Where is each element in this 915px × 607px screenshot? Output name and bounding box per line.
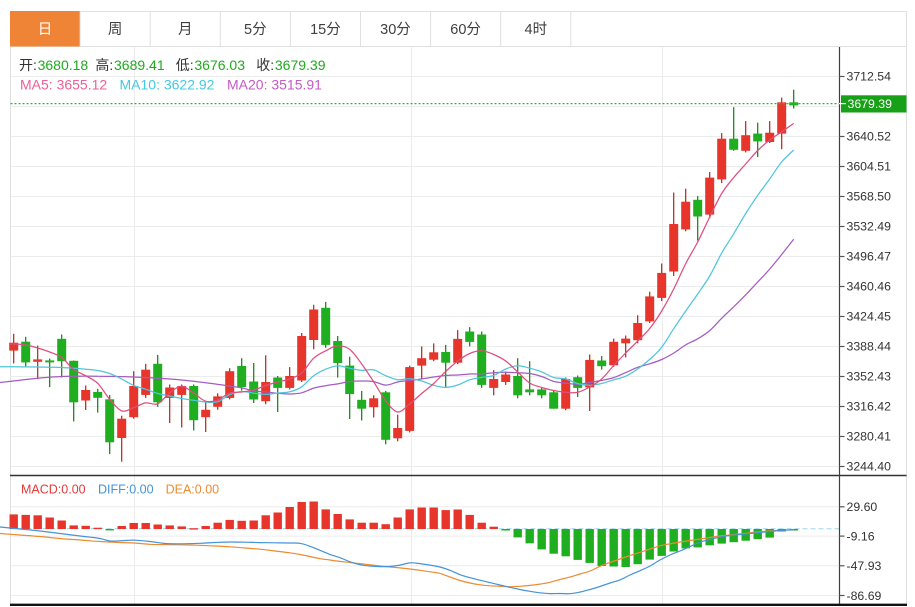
svg-text:3280.41: 3280.41 — [847, 429, 892, 443]
svg-text:15分: 15分 — [310, 21, 341, 38]
svg-text:3388.44: 3388.44 — [847, 339, 892, 353]
svg-text:3424.45: 3424.45 — [847, 309, 892, 323]
svg-text:MA5: 3655.12: MA5: 3655.12 — [20, 77, 107, 93]
svg-text:3689.41: 3689.41 — [114, 57, 165, 73]
svg-text:DIFF:0.00: DIFF:0.00 — [98, 483, 154, 497]
svg-text:开:: 开: — [19, 57, 37, 73]
svg-text:3352.43: 3352.43 — [847, 369, 892, 383]
svg-text:3496.47: 3496.47 — [847, 249, 892, 263]
svg-text:4时: 4时 — [525, 21, 548, 38]
svg-text:月: 月 — [178, 22, 193, 38]
svg-text:5分: 5分 — [244, 21, 267, 38]
svg-text:29.60: 29.60 — [847, 500, 878, 514]
svg-text:MA20: 3515.91: MA20: 3515.91 — [227, 77, 322, 93]
svg-text:高:: 高: — [95, 57, 113, 73]
svg-text:3244.40: 3244.40 — [847, 459, 892, 473]
svg-text:低:: 低: — [176, 57, 194, 73]
svg-text:3679.39: 3679.39 — [848, 97, 893, 111]
svg-text:MACD:0.00: MACD:0.00 — [21, 483, 86, 497]
svg-text:3568.50: 3568.50 — [847, 189, 892, 203]
svg-text:收:: 收: — [256, 57, 274, 73]
svg-text:3676.03: 3676.03 — [194, 57, 245, 73]
svg-text:3316.42: 3316.42 — [847, 399, 892, 413]
svg-text:DEA:0.00: DEA:0.00 — [166, 483, 220, 497]
svg-text:3532.49: 3532.49 — [847, 219, 892, 233]
svg-text:日: 日 — [38, 22, 53, 38]
svg-text:3640.52: 3640.52 — [847, 129, 892, 143]
svg-text:3680.18: 3680.18 — [38, 57, 89, 73]
svg-text:-9.16: -9.16 — [847, 530, 875, 544]
svg-text:30分: 30分 — [380, 21, 411, 38]
svg-text:3460.46: 3460.46 — [847, 279, 892, 293]
svg-text:-86.69: -86.69 — [847, 589, 882, 603]
svg-text:MA10: 3622.92: MA10: 3622.92 — [120, 77, 215, 93]
svg-text:周: 周 — [108, 22, 123, 38]
svg-text:-47.93: -47.93 — [847, 559, 882, 573]
svg-text:3604.51: 3604.51 — [847, 159, 892, 173]
svg-text:60分: 60分 — [450, 21, 481, 38]
svg-text:3712.54: 3712.54 — [847, 69, 892, 83]
svg-text:3679.39: 3679.39 — [275, 57, 326, 73]
